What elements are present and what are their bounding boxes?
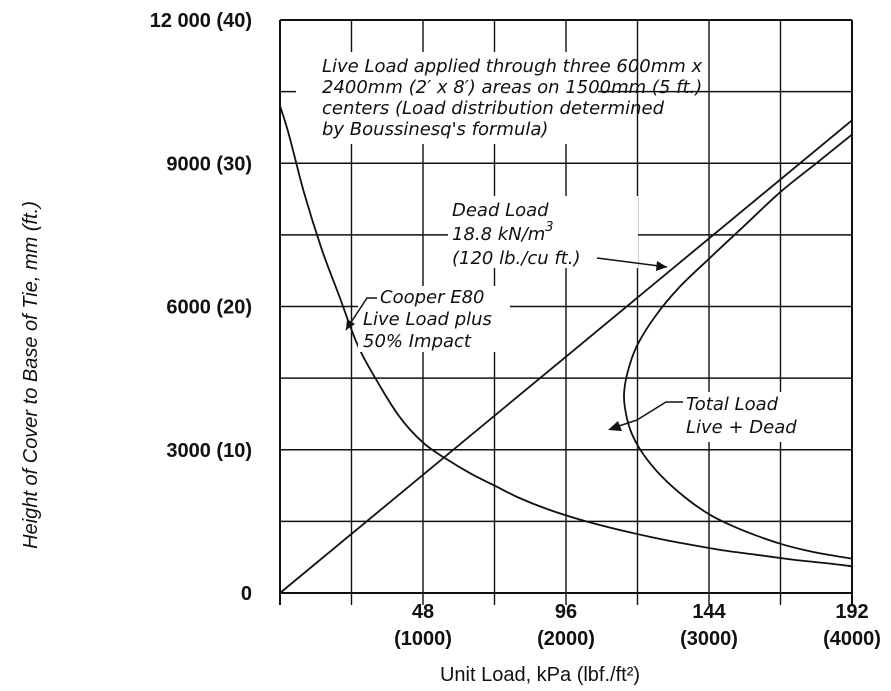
y-tick-label: 0 (241, 583, 252, 605)
plot-frame (279, 19, 853, 605)
x-tick-sublabel: (2000) (537, 628, 595, 650)
cooper-arrow (346, 319, 355, 330)
live-load-line-1: Live Load applied through three 600mm x (322, 56, 703, 77)
dead-load-density: 18.8 kN/m3 (452, 220, 554, 245)
dead-load-density-value: 18.8 kN/m (452, 224, 545, 245)
total-load-arrow (608, 421, 622, 431)
dead-load-arrow (656, 261, 667, 271)
cooper-leader (345, 297, 377, 331)
total-load-leader (636, 401, 683, 421)
x-tick-label: 48 (412, 601, 434, 623)
cooper-line-1: Cooper E80 (380, 287, 485, 308)
series-line-total-load (623, 133, 853, 560)
total-load-line-1: Total Load (686, 394, 779, 415)
series-group (279, 105, 853, 594)
x-tick-label: 192 (835, 601, 868, 623)
y-tick-label: 12 000 (40) (150, 10, 252, 32)
x-tick-sublabel: (1000) (394, 628, 452, 650)
cooper-line-3: 50% Impact (363, 331, 472, 352)
dead-load-density-exponent: 3 (545, 220, 553, 235)
x-tick-label: 144 (692, 601, 726, 623)
total-load-line-2: Live + Dead (686, 417, 797, 438)
dead-load-annotation-mask (448, 196, 638, 268)
tick-labels: 0 3000 (10) 6000 (20) 9000 (30) 12 000 (40) 4… (150, 10, 881, 650)
live-load-line-2: 2400mm (2′ x 8′) areas on 1500mm (5 ft.) (322, 77, 702, 98)
total-load-leader-tail (615, 419, 638, 428)
x-tick-label: 96 (555, 601, 577, 623)
total-load-annotation: Total Load Live + Dead (608, 392, 820, 442)
dead-load-annotation: Dead Load 18.8 kN/m3 (120 lb./cu ft.) (448, 196, 668, 271)
x-axis-label: Unit Load, kPa (lbf./ft²) (440, 664, 640, 686)
y-tick-label: 9000 (30) (166, 153, 252, 175)
live-load-line-3: centers (Load distribution determined (322, 98, 665, 119)
live-load-annotation-mask (296, 52, 598, 144)
cooper-line-2: Live Load plus (363, 309, 492, 330)
series-line-dead-load (279, 119, 853, 594)
x-tick-sublabel: (4000) (823, 628, 881, 650)
cooper-annotation-mask (358, 286, 510, 352)
dead-load-imperial: (120 lb./cu ft.) (452, 248, 580, 269)
y-tick-label: 3000 (10) (166, 440, 252, 462)
x-tick-sublabel: (3000) (680, 628, 738, 650)
dead-load-leader (596, 257, 668, 268)
dead-load-title: Dead Load (452, 200, 549, 221)
y-tick-label: 6000 (20) (166, 297, 252, 319)
live-load-annotation: Live Load applied through three 600mm x … (296, 52, 703, 144)
total-load-annotation-mask (680, 392, 820, 442)
live-load-line-4: by Boussinesq's formula) (322, 119, 548, 140)
cooper-annotation: Cooper E80 Live Load plus 50% Impact (345, 286, 510, 352)
series-line-cooper-e80 (279, 105, 853, 568)
y-axis-label: Height of Cover to Base of Tie, mm (ft.) (20, 201, 42, 549)
